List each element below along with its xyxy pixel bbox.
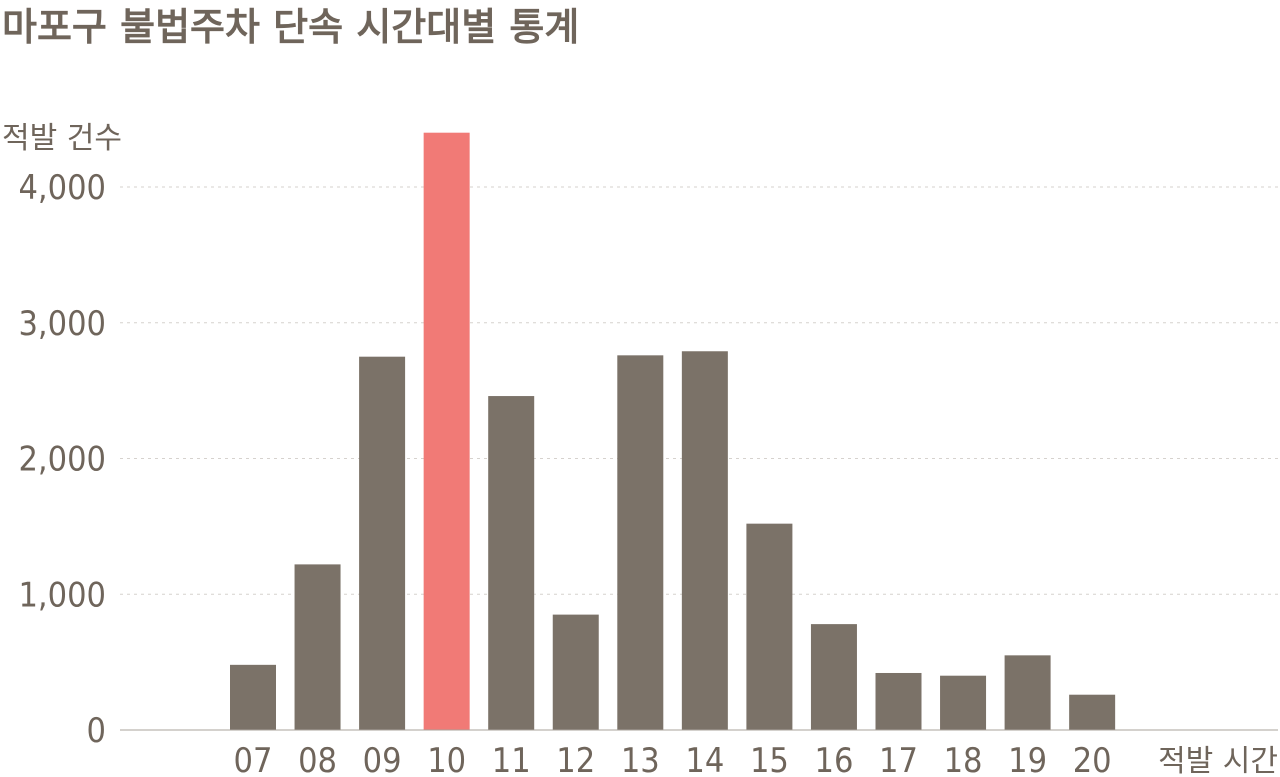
bar-08 [294, 564, 341, 730]
x-tick-label: 08 [298, 741, 337, 777]
bar-13 [617, 355, 664, 730]
x-tick-label: 09 [363, 741, 402, 777]
chart-title: 마포구 불법주차 단속 시간대별 통계 [2, 5, 579, 49]
y-tick-label: 4,000 [18, 168, 106, 208]
bar-19 [1004, 655, 1051, 730]
y-tick-label: 1,000 [18, 575, 106, 615]
bar-20 [1069, 694, 1116, 730]
bar-15 [746, 523, 793, 730]
x-tick-label: 07 [234, 741, 273, 777]
x-axis-ticks: 07 08 09 10 11 12 13 14 15 16 17 18 19 20 [234, 741, 1112, 777]
bar-11 [488, 396, 535, 730]
bar-12 [552, 614, 599, 730]
bar-18 [940, 675, 987, 730]
y-tick-label: 2,000 [18, 440, 106, 480]
x-tick-label: 16 [814, 741, 853, 777]
x-tick-label: 14 [685, 741, 724, 777]
x-tick-label: 10 [427, 741, 466, 777]
bar-series [230, 132, 1116, 730]
bar-16 [810, 624, 857, 730]
y-axis-ticks: 0 1,000 2,000 3,000 4,000 [18, 168, 106, 751]
y-axis-label: 적발 건수 [2, 121, 122, 156]
x-tick-label: 13 [621, 741, 660, 777]
bar-09 [359, 356, 406, 730]
x-tick-label: 11 [492, 741, 531, 777]
bar-07 [230, 664, 276, 730]
y-tick-label: 3,000 [18, 304, 106, 344]
x-tick-label: 20 [1073, 741, 1112, 777]
bar-14 [681, 351, 728, 730]
bar-10 [423, 132, 470, 730]
x-axis-label: 적발 시간 [1158, 744, 1278, 777]
x-tick-label: 19 [1008, 741, 1047, 777]
y-tick-label: 0 [87, 711, 106, 751]
x-tick-label: 15 [750, 741, 789, 777]
x-tick-label: 17 [879, 741, 918, 777]
x-tick-label: 18 [944, 741, 983, 777]
bar-17 [875, 672, 922, 730]
x-tick-label: 12 [556, 741, 595, 777]
